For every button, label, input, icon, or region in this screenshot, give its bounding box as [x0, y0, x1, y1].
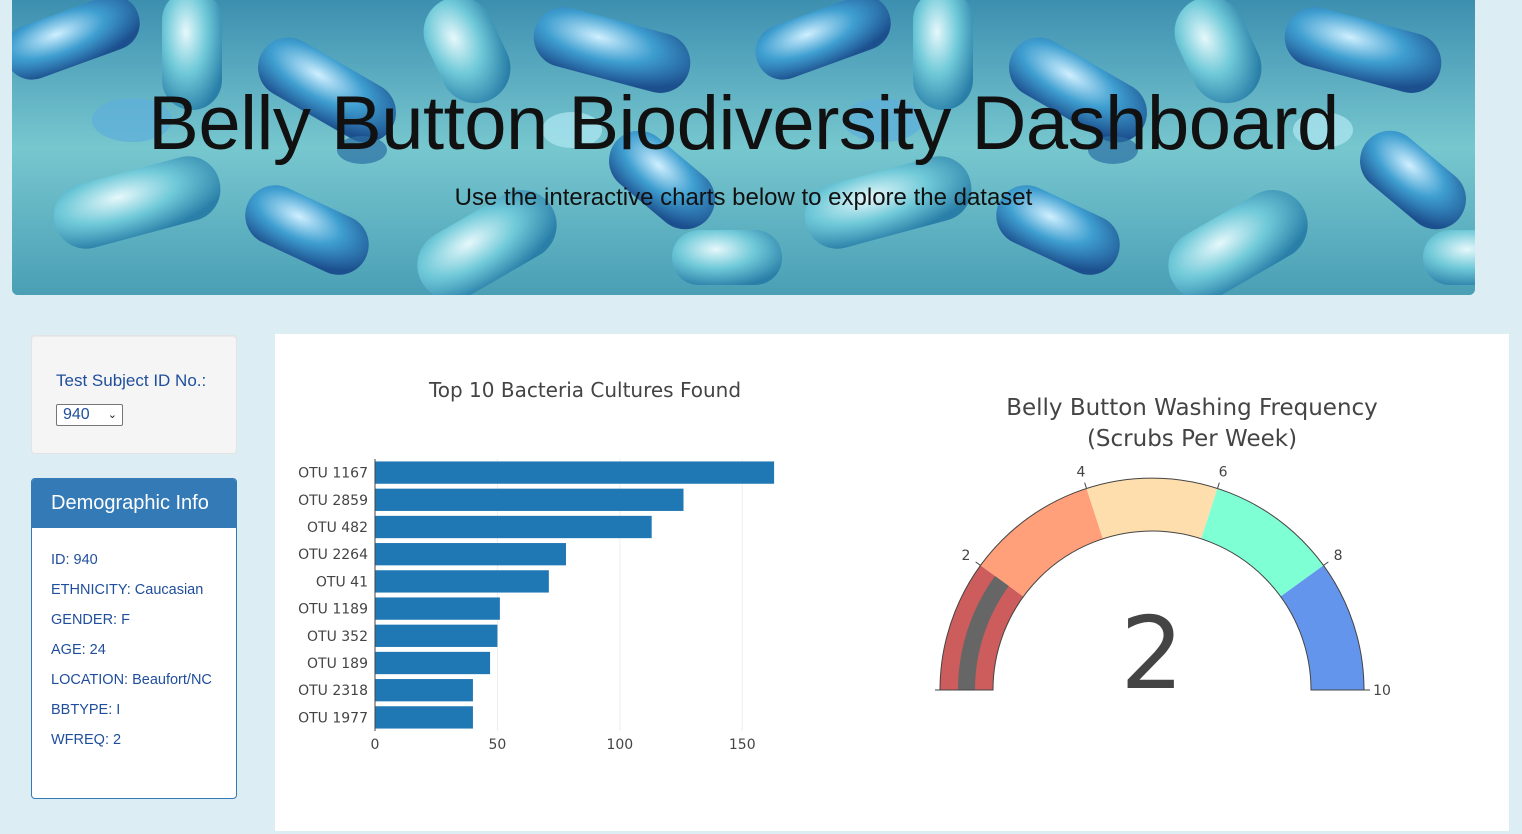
gauge-chart-subtitle: (Scrubs Per Week)	[1086, 426, 1298, 452]
y-tick-label: OTU 41	[316, 574, 368, 590]
demo-ethnicity: ETHNICITY: Caucasian	[51, 582, 204, 598]
header-jumbotron: Belly Button Biodiversity Dashboard Use …	[12, 0, 1475, 295]
bar[interactable]	[375, 488, 684, 511]
x-tick-label: 150	[729, 737, 756, 753]
charts-container: Top 10 Bacteria Cultures Found 0 50 100 150…	[275, 334, 1509, 831]
demographic-panel-body: ID: 940 ETHNICITY: Caucasian GENDER: F A…	[32, 528, 236, 749]
subject-id-selected-value: 940	[63, 406, 90, 423]
y-tick-label: OTU 352	[307, 629, 368, 645]
y-tick-label: OTU 189	[307, 656, 368, 672]
gauge-chart[interactable]: 02468102	[935, 454, 1495, 754]
demographic-panel-heading: Demographic Info	[32, 479, 236, 528]
gauge-value-bar	[958, 575, 1009, 690]
bar[interactable]	[375, 624, 498, 647]
demo-wfreq: WFREQ: 2	[51, 732, 122, 748]
gauge-tick-label: 10	[1373, 683, 1391, 699]
gauge-tick-label: 2	[961, 548, 970, 564]
bar[interactable]	[375, 679, 473, 702]
bar[interactable]	[375, 461, 775, 484]
gauge-tick-label: 6	[1219, 464, 1228, 480]
bar[interactable]	[375, 543, 566, 566]
gauge-chart-title: Belly Button Washing Frequency	[1006, 395, 1378, 421]
gauge-outline	[939, 477, 1365, 691]
subject-selector-well: Test Subject ID No.: 940 ⌄	[31, 335, 237, 454]
gauge-step	[1280, 565, 1364, 690]
x-tick-label: 0	[371, 737, 380, 753]
gauge-step	[1201, 488, 1324, 597]
page-title: Belly Button Biodiversity Dashboard	[148, 81, 1339, 166]
y-tick-label: OTU 2859	[298, 493, 368, 509]
bar[interactable]	[375, 597, 500, 620]
gauge-tick	[1323, 561, 1329, 566]
subject-id-dropdown[interactable]: 940 ⌄	[56, 404, 123, 426]
bar-chart[interactable]: 0 50 100 150 OTU 1167 OTU 2859 OTU 482 OTU 2264…	[275, 394, 835, 834]
y-tick-label: OTU 1189	[298, 602, 368, 618]
demo-age: AGE: 24	[51, 642, 106, 658]
gauge-tick	[1084, 482, 1087, 489]
x-tick-label: 100	[606, 737, 633, 753]
subject-id-label: Test Subject ID No.:	[56, 371, 207, 390]
y-tick-label: OTU 1977	[298, 710, 368, 726]
demo-gender: GENDER: F	[51, 612, 130, 628]
demo-id: ID: 940	[51, 552, 98, 568]
gauge-step	[1086, 478, 1218, 539]
y-tick-label: OTU 1167	[298, 466, 368, 482]
page-subtitle: Use the interactive charts below to expl…	[454, 184, 1033, 211]
x-tick-label: 50	[489, 737, 507, 753]
gauge-step	[980, 488, 1103, 597]
demo-bbtype: BBTYPE: I	[51, 702, 121, 718]
y-tick-label: OTU 2318	[298, 683, 368, 699]
bar-chart-title: Top 10 Bacteria Cultures Found	[428, 378, 742, 402]
demo-location: LOCATION: Beaufort/NC	[51, 672, 212, 688]
y-tick-label: OTU 2264	[298, 547, 368, 563]
gauge-value-number: 2	[1120, 595, 1184, 712]
bar[interactable]	[375, 515, 652, 539]
bar[interactable]	[375, 651, 491, 675]
bar[interactable]	[375, 706, 473, 729]
gauge-tick	[1217, 482, 1220, 489]
gauge-tick-label: 4	[1076, 464, 1085, 480]
demographic-panel: Demographic Info ID: 940 ETHNICITY: Cauc…	[31, 478, 237, 799]
y-tick-label: OTU 482	[307, 520, 368, 536]
bar[interactable]	[375, 570, 549, 593]
gauge-tick-label: 8	[1334, 548, 1343, 564]
gauge-tick	[975, 561, 981, 566]
bacteria-background-image	[12, 0, 1475, 295]
chevron-down-icon: ⌄	[107, 409, 117, 421]
